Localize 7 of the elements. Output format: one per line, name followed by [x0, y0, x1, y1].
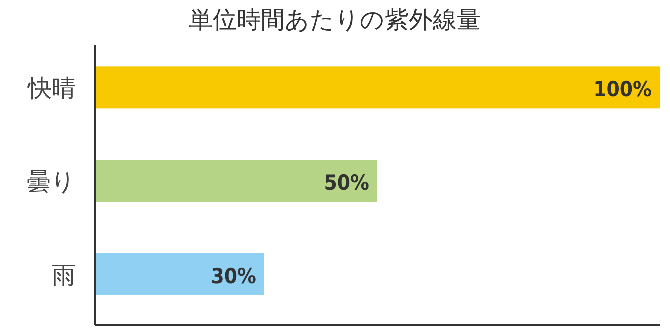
data-label: 50% — [324, 171, 370, 195]
chart-title: 単位時間あたりの紫外線量 — [189, 6, 481, 34]
y-tick-label: 雨 — [52, 261, 76, 290]
y-tick-label: 快晴 — [27, 74, 76, 103]
data-label: 30% — [211, 264, 257, 288]
data-label: 100% — [594, 78, 652, 102]
y-tick-label: 曇り — [27, 168, 76, 196]
